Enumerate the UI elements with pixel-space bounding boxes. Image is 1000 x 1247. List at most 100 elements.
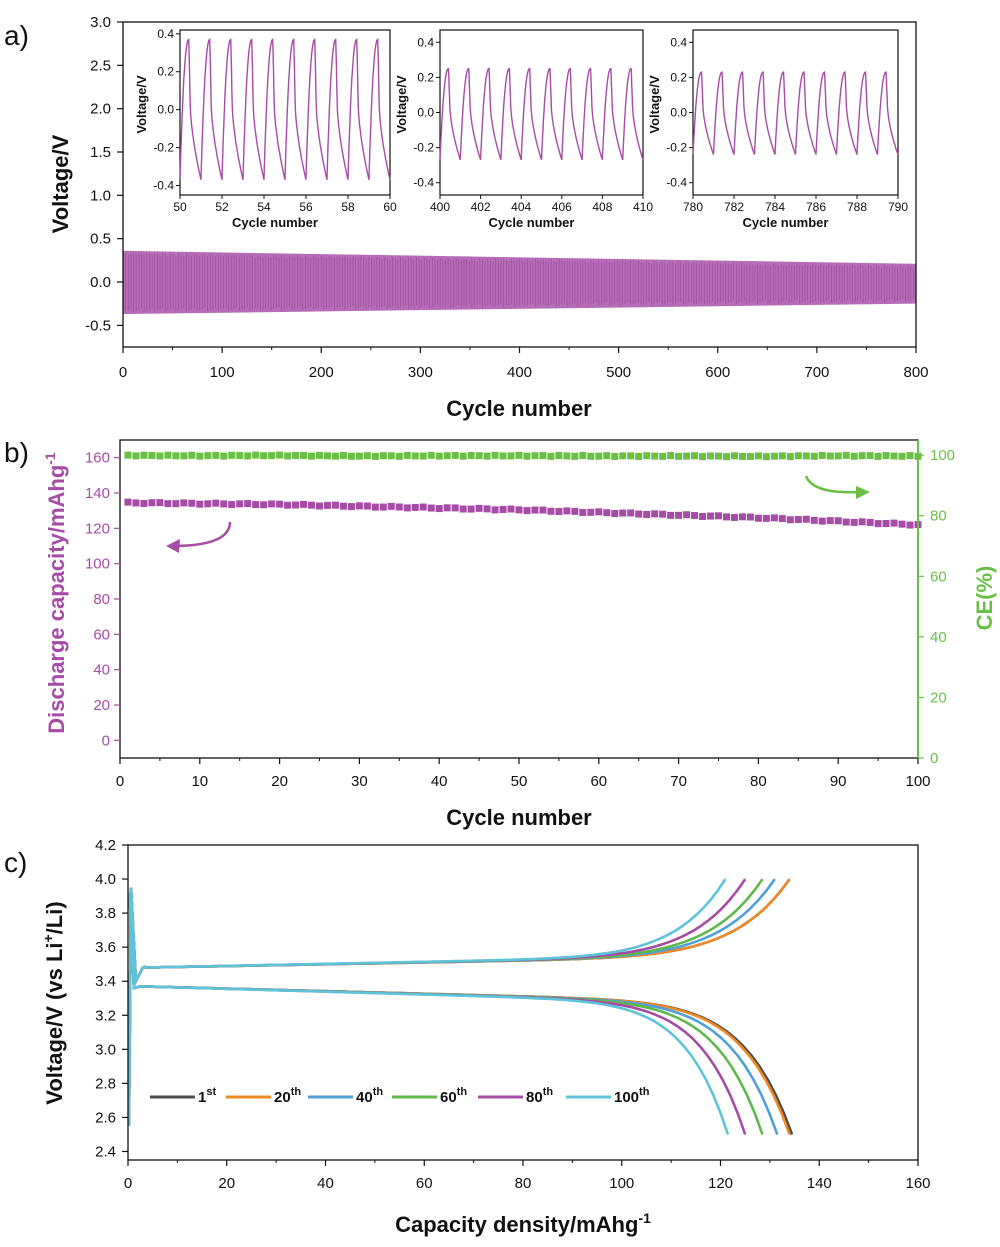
a-x-tick-label: 400 [507, 364, 532, 381]
b-capacity-point [252, 501, 260, 509]
b-ce-point [483, 452, 491, 460]
c-legend-label-suffix: th [457, 1086, 468, 1098]
c-x-tick-label: 0 [124, 1175, 132, 1192]
b-ce-point [180, 452, 188, 460]
b-x-tick-label: 50 [511, 773, 528, 790]
c-legend-label-number: 20 [274, 1089, 291, 1106]
b-ce-point [451, 451, 459, 459]
a-x-tick-label: 600 [705, 364, 730, 381]
b-x-tick-label: 30 [351, 773, 368, 790]
b-capacity-point [539, 506, 547, 514]
b-ce-point [770, 452, 778, 460]
b-capacity-point [260, 501, 268, 509]
b-ce-point [659, 452, 667, 460]
b-arrows [166, 475, 870, 553]
c-x-tick-label: 60 [416, 1175, 433, 1192]
b-x-tick-label: 100 [905, 773, 930, 790]
a-inset-x-tick-label: 782 [724, 200, 744, 214]
b-ce-point [347, 452, 355, 460]
c-y-tick-label: 3.0 [95, 1041, 116, 1058]
b-arrow-capacity-head [166, 539, 180, 553]
b-ce-point [826, 452, 834, 460]
c-x-tick-label: 80 [515, 1175, 532, 1192]
b-ce-point [595, 452, 603, 460]
c-legend-label-number: 80 [526, 1089, 543, 1106]
a-x-tick-label: 300 [408, 364, 433, 381]
b-capacity-point [730, 513, 738, 521]
b-ce-point [627, 452, 635, 460]
b-capacity-point [347, 503, 355, 511]
c-y-tick-label: 2.8 [95, 1075, 116, 1092]
b-ce-point [898, 452, 906, 460]
b-capacity-point [371, 503, 379, 511]
c-legend-label: 100th [614, 1086, 650, 1106]
a-y-tick-label: 1.5 [90, 144, 111, 161]
b-ce-point [651, 452, 659, 460]
a-inset-x-axis-label: Cycle number [743, 215, 829, 230]
a-inset-y-tick-label: 0.0 [670, 106, 687, 120]
c-y-axis-label-sup: + [40, 934, 56, 942]
b-ce-point [323, 452, 331, 460]
b-ce-point [906, 452, 914, 460]
b-ce-point [555, 452, 563, 460]
b-capacity-point [762, 514, 770, 522]
a-inset-y-tick-label: 0.0 [417, 106, 434, 120]
a-inset-y-tick-label: -0.4 [153, 179, 174, 193]
a-x-tick-label: 700 [804, 364, 829, 381]
c-discharge-curve [128, 892, 747, 1135]
b-capacity-point [619, 509, 627, 517]
b-capacity-point [699, 512, 707, 520]
a-inset-x-tick-label: 52 [215, 200, 229, 214]
b-ce-point [196, 452, 204, 460]
b-ce-point [491, 451, 499, 459]
b-ce-point [667, 452, 675, 460]
b-capacity-point [132, 499, 140, 507]
c-legend-label: 60th [440, 1086, 467, 1106]
b-y-tick-label: 60 [93, 626, 110, 643]
b-capacity-point [204, 500, 212, 508]
b-ce-point [802, 452, 810, 460]
b-y-axis-label: Discharge capacity/mAhg-1 [42, 452, 69, 734]
b-axis-ticks: 0 10 20 30 40 50 60 70 80 90 100020406080100120140… [85, 447, 955, 790]
b-capacity-point [603, 509, 611, 517]
b-ce-point [874, 452, 882, 460]
b-ce-point [419, 452, 427, 460]
a-x-axis-label: Cycle number [446, 396, 592, 421]
c-x-tick-label: 160 [905, 1175, 930, 1192]
b-x-tick-label: 20 [271, 773, 288, 790]
c-charge-curve [127, 878, 727, 1126]
b-capacity-point [316, 502, 323, 510]
b-capacity-point [818, 517, 826, 525]
a-inset-x-tick-label: 56 [299, 200, 313, 214]
a-inset-x-tick-label: 50 [173, 200, 187, 214]
a-voltage-band [122, 250, 917, 315]
b-x-tick-label: 90 [830, 773, 847, 790]
a-inset-curve [692, 71, 899, 155]
b-capacity-point [180, 499, 188, 507]
a-inset-x-axis-label: Cycle number [489, 215, 575, 230]
b-ce-point [738, 452, 746, 460]
b-ce-point [858, 452, 866, 460]
b-ce-point [635, 452, 643, 460]
b-y2-axis-label: CE(%) [972, 566, 997, 631]
b-capacity-point [691, 512, 699, 520]
b-y2-tick-label: 80 [930, 508, 947, 525]
b-capacity-point [268, 500, 276, 508]
b-capacity-point [738, 513, 746, 521]
c-x-axis-label-main: Capacity density/mAhg [395, 1212, 638, 1237]
b-arrow-ce [804, 475, 863, 494]
b-capacity-point [627, 509, 635, 517]
b-ce-point [403, 451, 411, 459]
b-ce-point [475, 452, 483, 460]
b-ce-point [268, 452, 276, 460]
c-y-tick-label: 3.4 [95, 973, 116, 990]
c-legend-label-suffix: th [543, 1086, 554, 1098]
b-capacity-point [707, 512, 715, 520]
b-capacity-point [579, 508, 587, 516]
b-ce-point [563, 452, 571, 460]
c-legend-label-number: 60 [440, 1089, 457, 1106]
c-y-tick-label: 2.4 [95, 1143, 116, 1160]
b-capacity-point [746, 513, 754, 521]
b-arrow-ce-head [856, 486, 870, 499]
c-legend-label: 80th [526, 1086, 553, 1106]
